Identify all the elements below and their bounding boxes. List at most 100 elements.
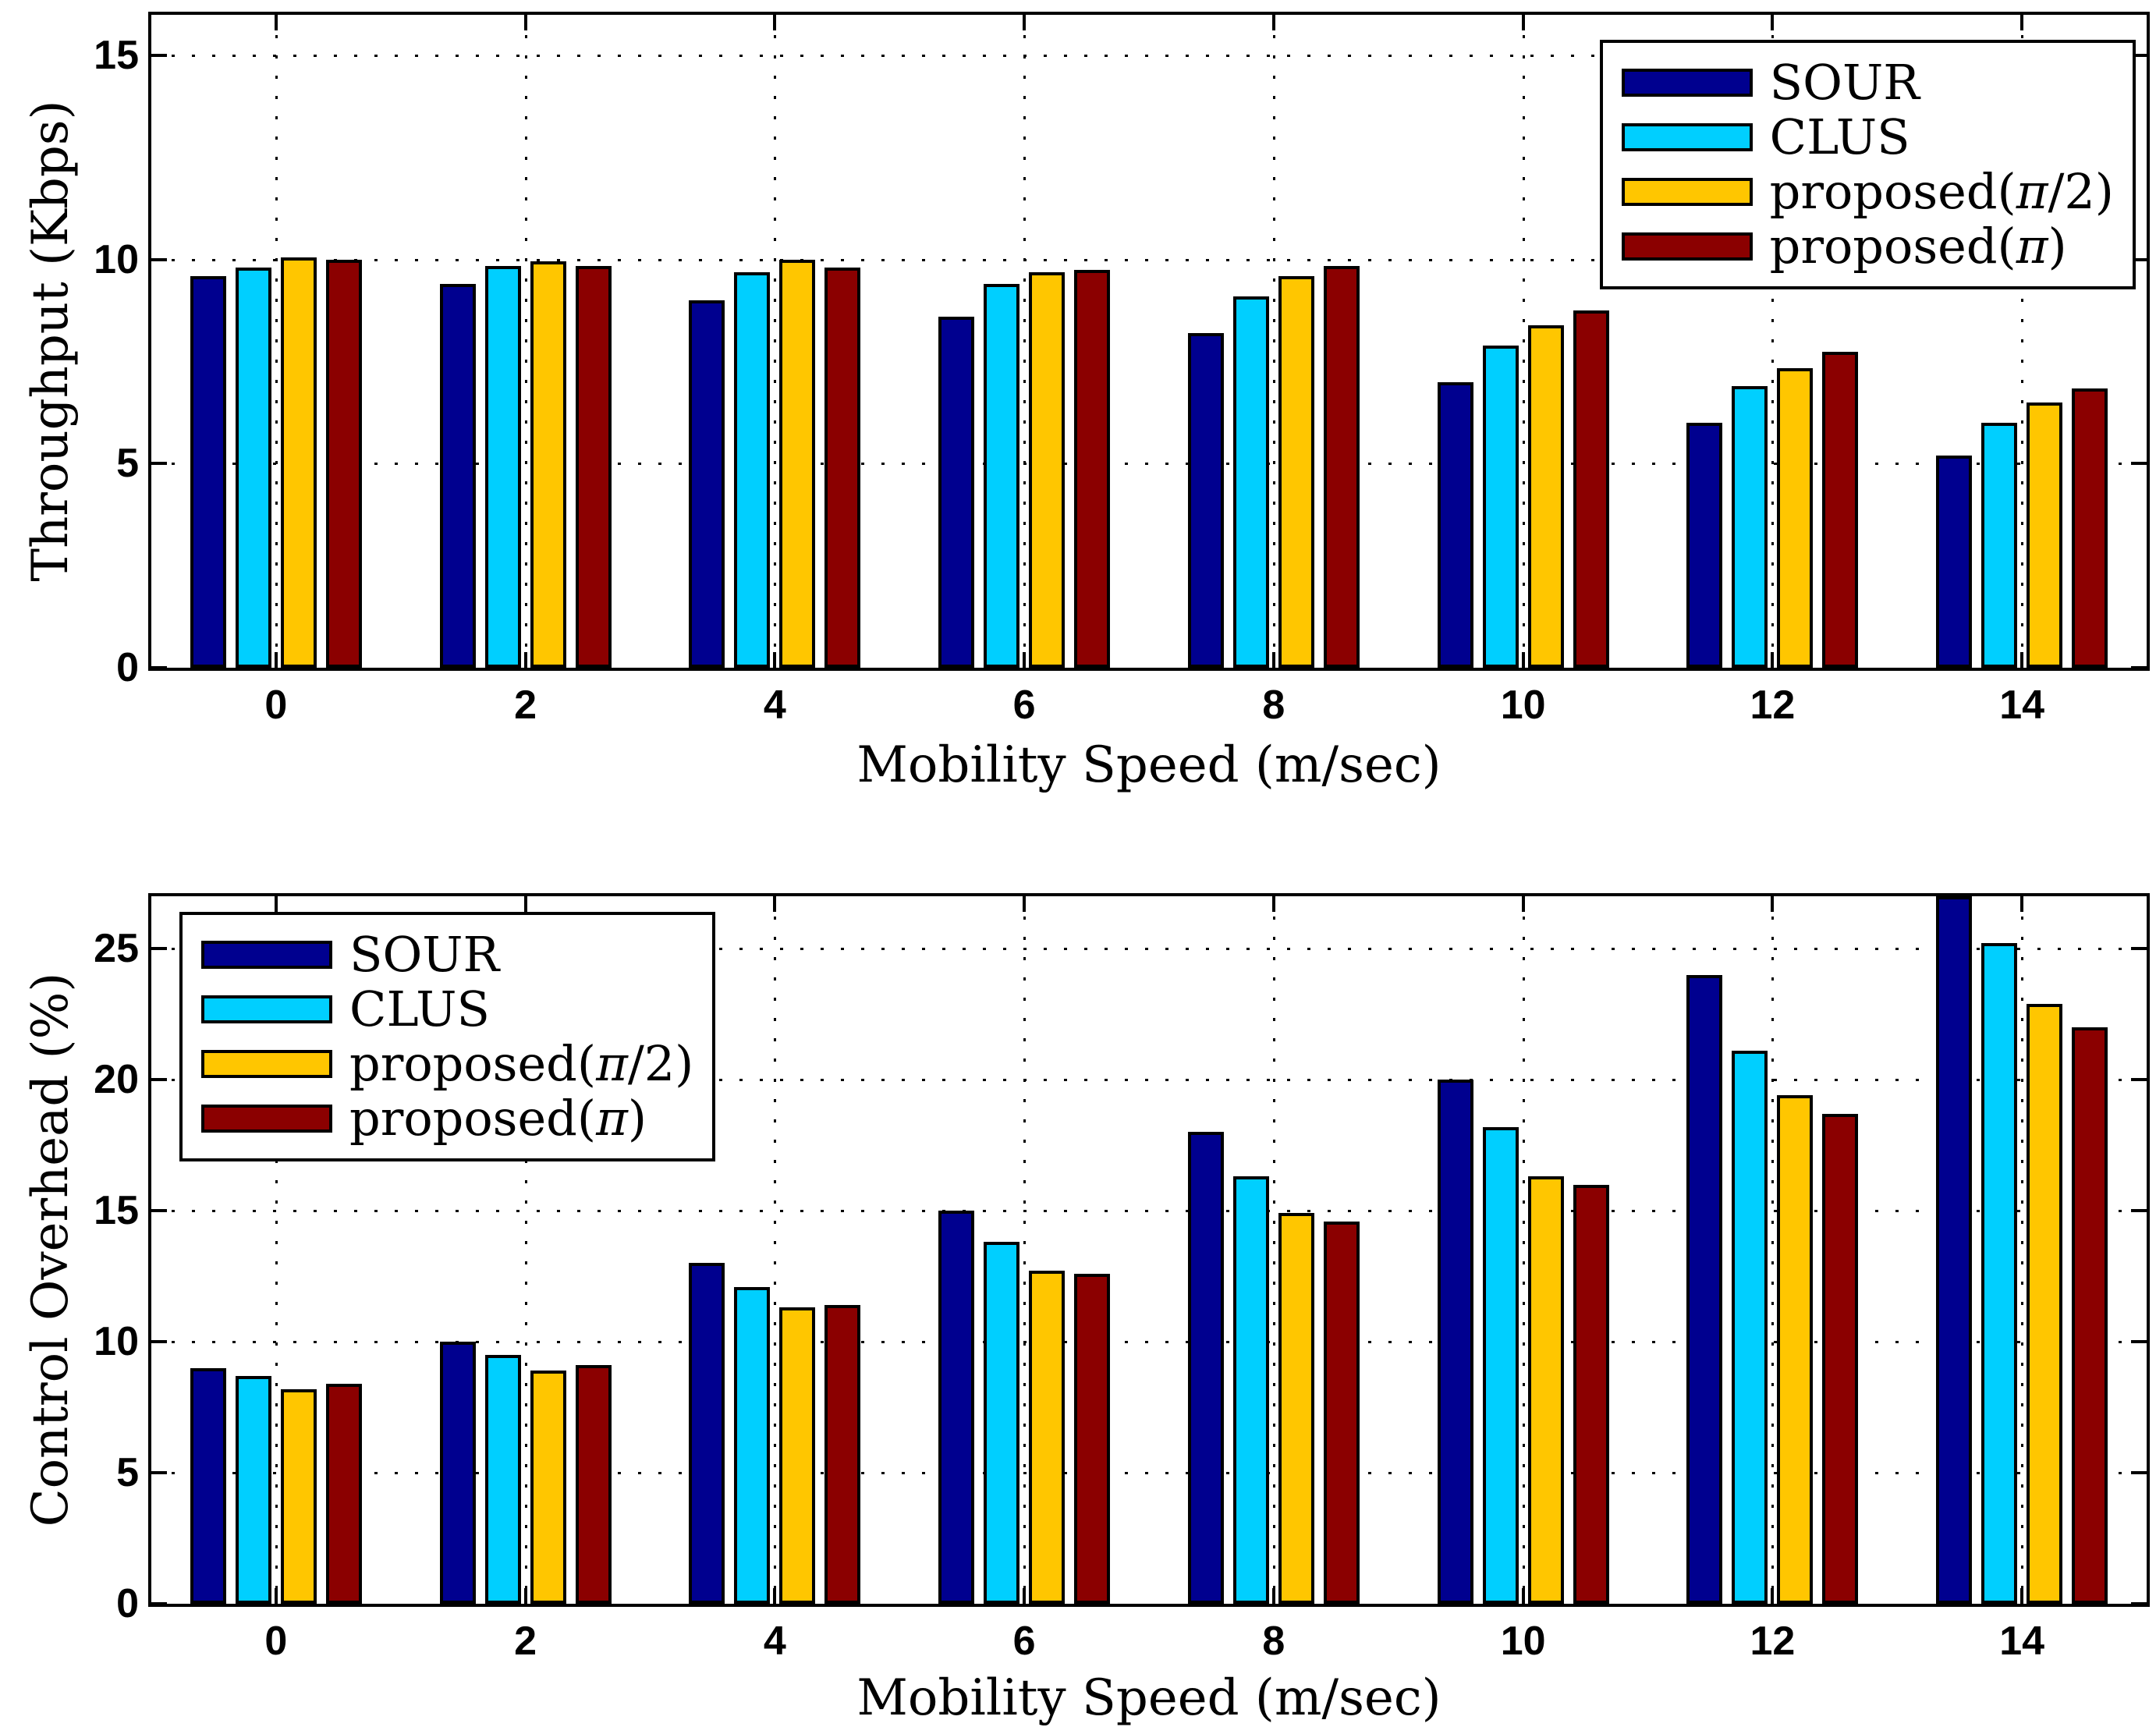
y-tick-label-10: 10 [94, 236, 139, 282]
x-tick-mark [2020, 652, 2024, 668]
bar-CLUS-x8 [1232, 296, 1269, 668]
legend-swatch-SOUR [1621, 69, 1753, 97]
y-tick-label-5: 5 [116, 441, 139, 487]
x-tick-mark-top [1271, 896, 1275, 912]
x-tick-label-6: 6 [1012, 683, 1036, 728]
x-tick-label-2: 2 [514, 1619, 537, 1664]
x-tick-mark [523, 652, 527, 668]
legend-item-proposed(π/2): proposed(π/2) [201, 1037, 693, 1091]
gridline-x-4 [774, 15, 777, 668]
bar-proposed(π/2)-x6 [1029, 271, 1066, 668]
x-tick-mark-top [1023, 15, 1027, 30]
gridline-x-12 [1771, 15, 1775, 668]
x-tick-mark [1521, 1588, 1525, 1604]
x-tick-mark-top [274, 15, 278, 30]
legend-label-SOUR: SOUR [349, 926, 500, 983]
bar-SOUR-x6 [938, 317, 975, 668]
y-tick-mark-right [2131, 1209, 2147, 1213]
y-tick-mark [151, 462, 167, 466]
legend-swatch-proposed(π) [201, 1105, 332, 1133]
control-overhead-plot-area: SOUR CLUS proposed(π/2) proposed(π) [148, 893, 2150, 1607]
legend-item-proposed(π): proposed(π) [1621, 218, 2114, 275]
legend-label-proposed(π): proposed(π) [1769, 218, 2067, 275]
x-tick-mark-top [523, 15, 527, 30]
x-tick-mark [1771, 652, 1775, 668]
legend-label-proposed(π/2): proposed(π/2) [1769, 163, 2114, 220]
bar-proposed(π/2)-x0 [280, 1388, 317, 1604]
bar-SOUR-x12 [1686, 423, 1723, 668]
bar-proposed(π)-x2 [575, 265, 612, 668]
x-tick-label-6: 6 [1012, 1619, 1036, 1664]
bar-proposed(π)-x0 [325, 259, 362, 668]
x-tick-mark [1023, 1588, 1027, 1604]
y-tick-mark [151, 54, 167, 58]
bar-proposed(π)-x10 [1573, 1184, 1609, 1604]
x-tick-mark-top [773, 15, 777, 30]
bar-SOUR-x14 [1936, 896, 1973, 1604]
y-tick-mark [151, 1078, 167, 1082]
x-tick-label-14: 14 [1999, 1619, 2045, 1664]
x-tick-label-12: 12 [1750, 1619, 1796, 1664]
bar-SOUR-x2 [439, 284, 476, 668]
x-tick-label-0: 0 [264, 683, 288, 728]
bar-proposed(π)-x6 [1074, 269, 1111, 668]
x-tick-label-2: 2 [514, 683, 537, 728]
bar-proposed(π)-x12 [1822, 1113, 1859, 1604]
x-tick-label-12: 12 [1750, 683, 1796, 728]
gridline-x-0 [275, 15, 278, 668]
bar-SOUR-x10 [1437, 381, 1473, 668]
bar-SOUR-x4 [689, 1263, 725, 1604]
legend-swatch-proposed(π) [1621, 232, 1753, 261]
gridline-x-12 [1771, 896, 1775, 1604]
throughput-y-axis-label: Throughput (Kbps) [22, 100, 80, 582]
bar-proposed(π/2)-x12 [1777, 1095, 1814, 1604]
gridline-x-0 [275, 896, 278, 1604]
y-tick-mark [151, 1471, 167, 1475]
gridline-x-6 [1023, 15, 1027, 668]
y-tick-mark-right [2131, 462, 2147, 466]
bar-proposed(π/2)-x4 [779, 1307, 816, 1604]
x-tick-label-8: 8 [1262, 1619, 1285, 1664]
legend-item-proposed(π): proposed(π) [201, 1091, 693, 1146]
legend-swatch-proposed(π/2) [201, 1050, 332, 1078]
bar-proposed(π/2)-x14 [2027, 1003, 2063, 1604]
control-overhead-x-axis-label: Mobility Speed (m/sec) [856, 1669, 1441, 1727]
x-tick-mark-top [1771, 15, 1775, 30]
y-tick-label-0: 0 [116, 1581, 139, 1626]
bar-SOUR-x4 [689, 300, 725, 668]
y-tick-mark [151, 1209, 167, 1213]
x-tick-mark-top [2020, 15, 2024, 30]
legend: SOUR CLUS proposed(π/2) proposed(π) [179, 912, 716, 1161]
legend-item-CLUS: CLUS [1621, 108, 2114, 165]
bar-CLUS-x10 [1482, 345, 1519, 668]
x-tick-label-4: 4 [763, 683, 786, 728]
x-tick-mark [2020, 1588, 2024, 1604]
legend-label-proposed(π/2): proposed(π/2) [349, 1035, 694, 1092]
y-tick-label-20: 20 [94, 1057, 139, 1103]
x-tick-mark-top [1521, 896, 1525, 912]
bar-SOUR-x14 [1936, 455, 1973, 668]
y-tick-label-5: 5 [116, 1450, 139, 1496]
gridline-x-14 [2021, 15, 2024, 668]
gridline-x-4 [774, 896, 777, 1604]
y-tick-mark-right [2131, 666, 2147, 669]
legend-label-CLUS: CLUS [1769, 108, 1910, 165]
y-tick-mark [151, 1602, 167, 1605]
x-tick-label-0: 0 [264, 1619, 288, 1664]
x-tick-mark-top [2020, 896, 2024, 912]
gridline-y-10 [151, 1341, 2147, 1344]
y-tick-mark-right [2131, 257, 2147, 261]
x-tick-mark [1271, 1588, 1275, 1604]
legend-item-CLUS: CLUS [201, 982, 693, 1037]
bar-proposed(π)-x12 [1822, 351, 1859, 668]
throughput-plot-area: SOUR CLUS proposed(π/2) proposed(π) [148, 12, 2150, 671]
gridline-x-8 [1272, 896, 1275, 1604]
gridline-y-20 [151, 1079, 2147, 1082]
gridline-y-5 [151, 463, 2147, 466]
bar-proposed(π)-x14 [2072, 388, 2108, 668]
bar-proposed(π)-x4 [824, 1305, 861, 1604]
bar-proposed(π/2)-x0 [280, 257, 317, 668]
bar-proposed(π/2)-x12 [1777, 367, 1814, 668]
x-tick-label-8: 8 [1262, 683, 1285, 728]
